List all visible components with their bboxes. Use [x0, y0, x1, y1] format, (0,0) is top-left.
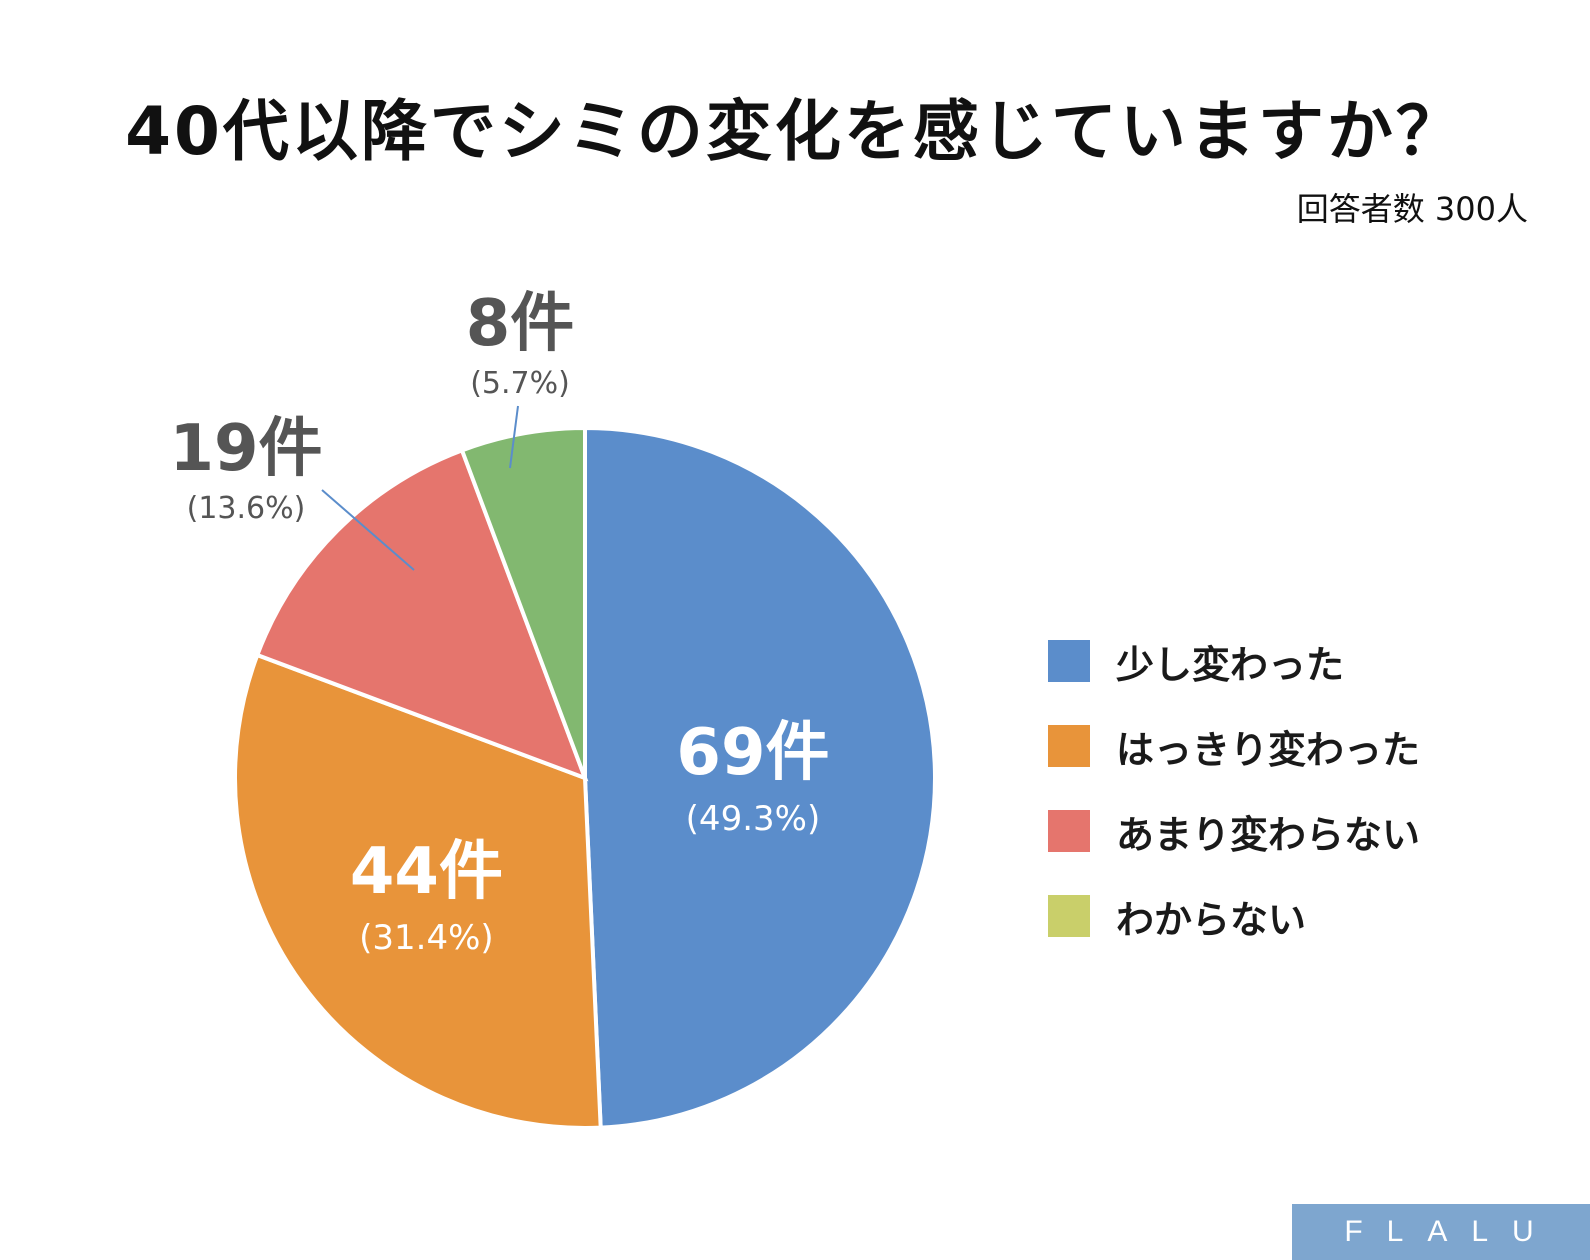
chart-title: 40代以降でシミの変化を感じていますか？	[125, 93, 1465, 170]
legend: 少し変わった はっきり変わった あまり変わらない わからない	[1048, 640, 1420, 980]
legend-item: わからない	[1048, 895, 1420, 942]
data-label: 8件	[466, 287, 575, 361]
legend-swatch	[1048, 640, 1090, 682]
legend-label: はっきり変わった	[1116, 727, 1421, 772]
data-label: 19件	[169, 412, 322, 486]
pie-slice	[254, 447, 589, 782]
legend-label: わからない	[1116, 897, 1307, 942]
legend-swatch	[1048, 810, 1090, 852]
data-label: (5.7%)	[470, 366, 570, 401]
pie-slice	[583, 425, 937, 1130]
legend-swatch	[1048, 895, 1090, 937]
legend-label: 少し変わった	[1116, 642, 1345, 687]
data-label: (31.4%)	[359, 918, 494, 958]
data-label: 44件	[350, 835, 503, 909]
data-label: 69件	[676, 716, 829, 790]
legend-label: あまり変わらない	[1116, 812, 1421, 857]
data-label: (13.6%)	[187, 491, 306, 526]
respondent-count: 回答者数 300人	[1296, 190, 1528, 228]
pie-slice	[233, 652, 603, 1131]
legend-item: 少し変わった	[1048, 640, 1420, 687]
legend-swatch	[1048, 725, 1090, 767]
flalu-logo: FLALU	[1292, 1204, 1590, 1260]
legend-item: はっきり変わった	[1048, 725, 1420, 772]
pie-slice	[459, 425, 587, 779]
leader-line	[321, 489, 415, 571]
legend-item: あまり変わらない	[1048, 810, 1420, 857]
leader-line	[509, 405, 519, 469]
data-label: (49.3%)	[686, 799, 821, 839]
